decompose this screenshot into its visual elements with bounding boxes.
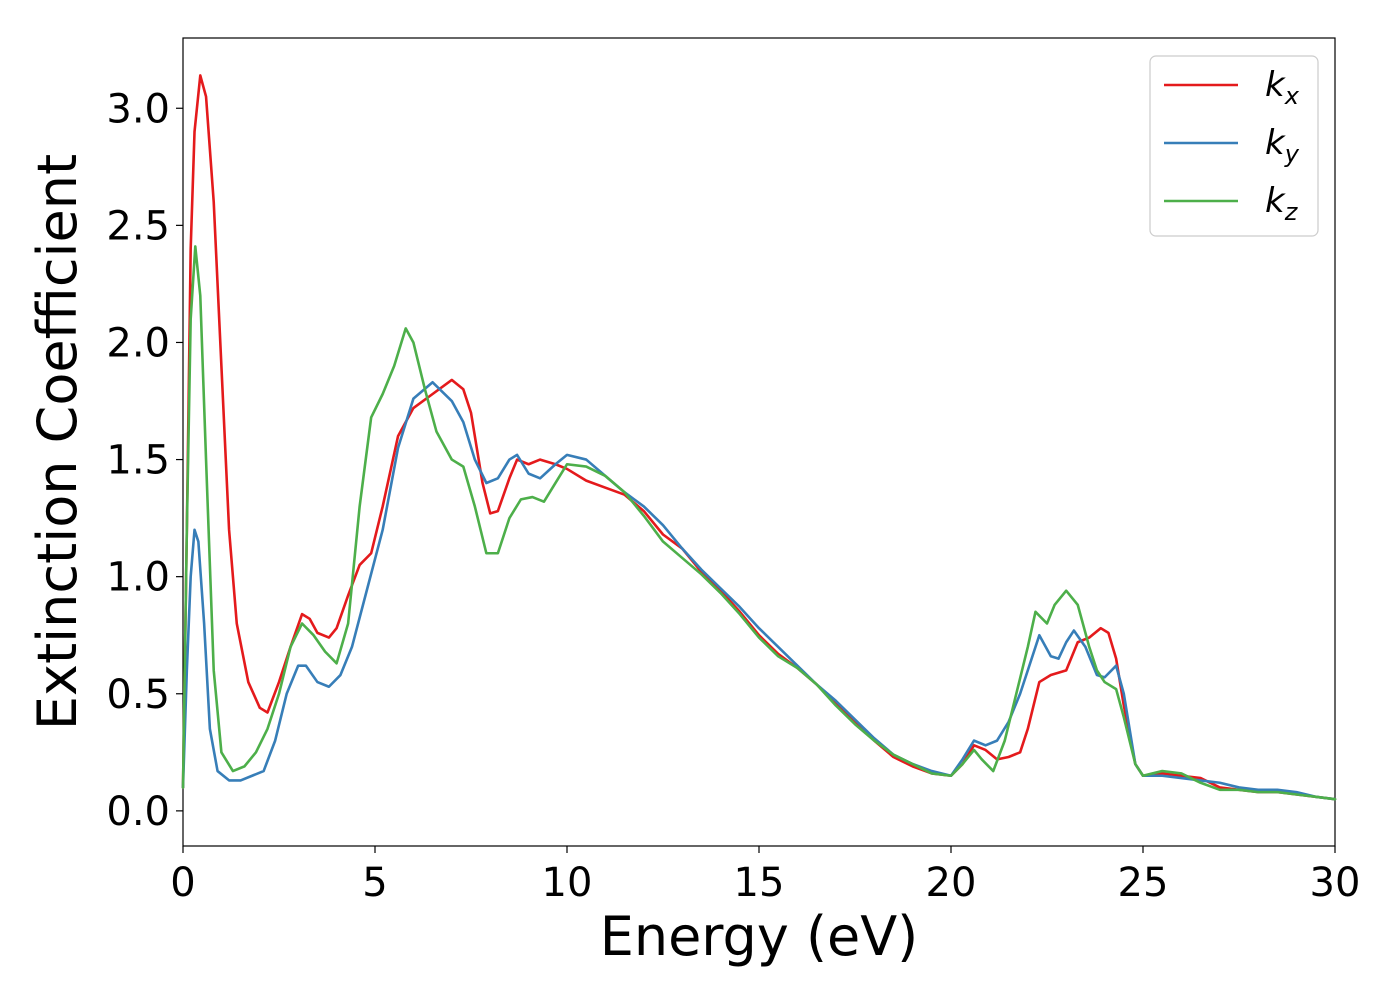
- series-line-y: [181, 380, 1337, 801]
- y-tick-label: 0.5: [106, 672, 170, 718]
- x-axis-title: Energy (eV): [600, 905, 919, 968]
- legend-items: kx ky kz: [1164, 65, 1300, 226]
- y-tick-label: 2.0: [106, 320, 170, 366]
- x-tick-label: 5: [362, 860, 387, 906]
- legend-label-y: ky: [1265, 123, 1300, 168]
- x-tick-label: 30: [1310, 860, 1361, 906]
- y-tick-label: 2.5: [106, 203, 170, 249]
- series-layer: [181, 74, 1337, 801]
- y-tick-label: 1.5: [106, 438, 170, 484]
- x-tick-label: 15: [734, 860, 785, 906]
- x-tick-label: 25: [1118, 860, 1169, 906]
- legend-label-x: kx: [1265, 65, 1300, 110]
- legend-box: [1149, 55, 1319, 237]
- x-tick-label: 10: [542, 860, 593, 906]
- y-tick-label: 0.0: [106, 789, 170, 835]
- series-line-z: [181, 245, 1337, 801]
- y-axis-title: Extinction Coefficient: [26, 154, 89, 730]
- series-line-x: [181, 74, 1337, 801]
- x-axis: 0 5 10 15 20 25 30: [170, 846, 1360, 906]
- legend: kx ky kz: [1149, 55, 1319, 237]
- y-tick-label: 1.0: [106, 555, 170, 601]
- x-tick-label: 0: [170, 860, 195, 906]
- y-axis: 0.0 0.5 1.0 1.5 2.0 2.5 3.0: [106, 86, 183, 835]
- x-tick-label: 20: [926, 860, 977, 906]
- legend-label-z: kz: [1265, 181, 1299, 226]
- y-tick-label: 3.0: [106, 86, 170, 132]
